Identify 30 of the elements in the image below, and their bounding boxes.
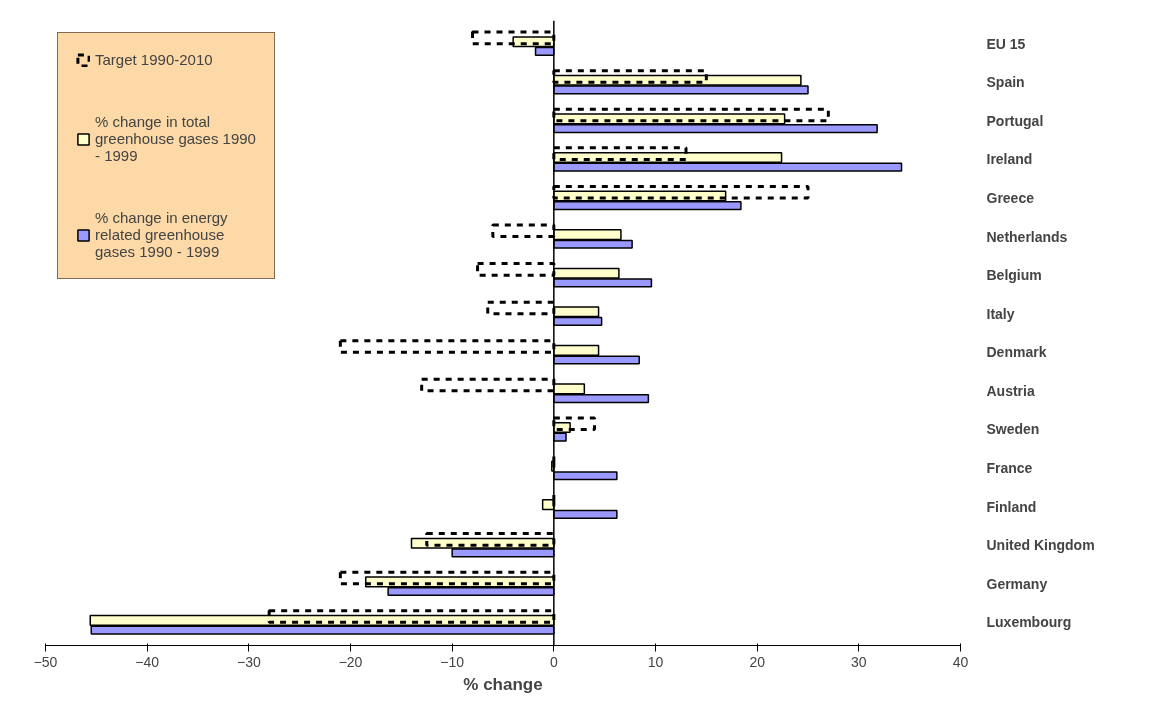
x-tick-label: 10: [647, 653, 664, 670]
y-tick-label: Spain: [986, 74, 1025, 91]
y-tick-label: Portugal: [986, 112, 1044, 129]
y-tick-label: Denmark: [986, 344, 1047, 361]
x-tick-label: −50: [33, 653, 58, 670]
x-tick-label: −20: [338, 653, 363, 670]
y-tick-label: Greece: [986, 189, 1035, 206]
legend-label: % change in energy related greenhouse gases 1990 - 1999: [95, 209, 228, 260]
x-tick-label: 0: [549, 653, 558, 670]
x-tick-label: 40: [952, 653, 969, 670]
x-axis-title: % change: [463, 674, 543, 694]
x-tick-label: −40: [135, 653, 160, 670]
y-tick-label: Netherlands: [986, 228, 1068, 245]
y-tick-label: United Kingdom: [986, 537, 1095, 554]
y-tick-label: France: [986, 460, 1033, 477]
legend-label: % change in total greenhouse gases 1990 - 1999: [95, 113, 256, 164]
y-tick-label: Belgium: [986, 267, 1042, 284]
y-tick-label: EU 15: [986, 35, 1026, 52]
y-tick-label: Austria: [986, 382, 1035, 399]
y-tick-label: Italy: [986, 305, 1015, 322]
y-tick-label: Sweden: [986, 421, 1040, 438]
y-tick-label: Finland: [986, 498, 1037, 515]
x-tick-label: −10: [440, 653, 465, 670]
y-tick-label: Germany: [986, 575, 1048, 592]
x-tick-label: −30: [236, 653, 261, 670]
x-tick-label: 30: [851, 653, 867, 670]
x-tick-label: 20: [749, 653, 766, 670]
legend-label: Target 1990-2010: [95, 51, 213, 68]
y-tick-label: Luxembourg: [986, 614, 1072, 631]
y-tick-label: Ireland: [986, 151, 1033, 168]
